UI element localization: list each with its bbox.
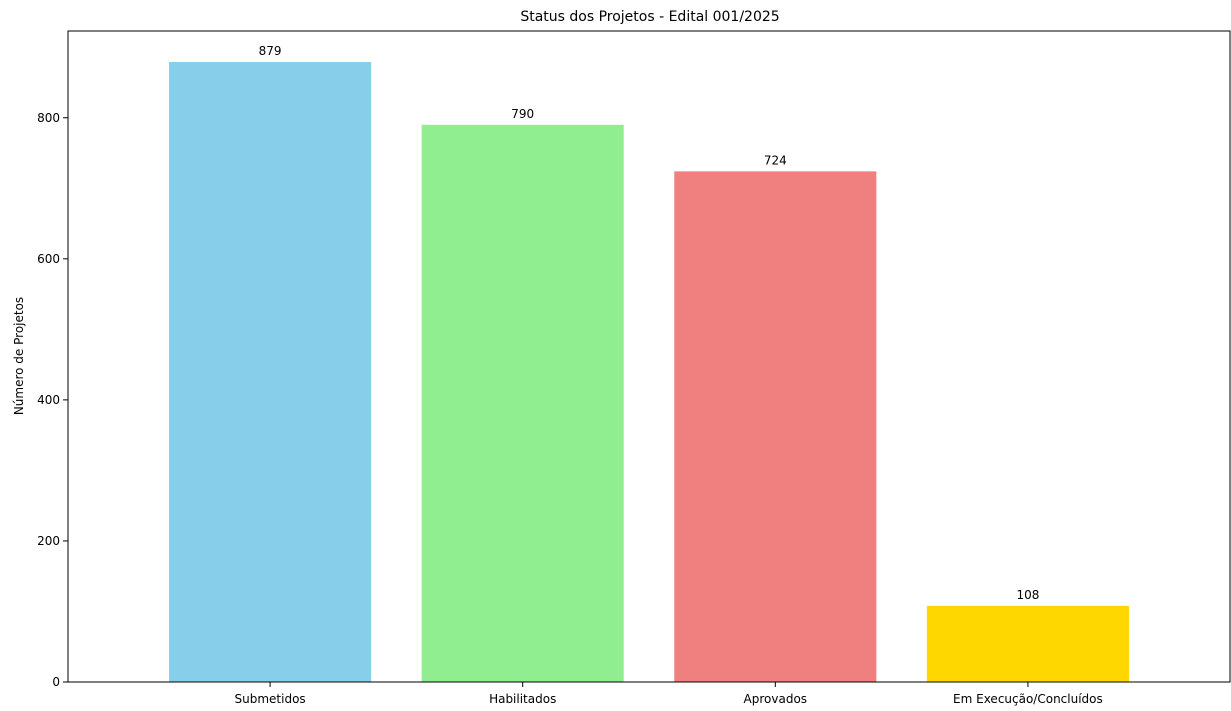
x-tick-label: Submetidos [235,692,306,706]
bar [169,62,372,683]
bar [926,605,1129,682]
plot-frame [67,30,1231,683]
x-tick-label: Em Execução/Concluídos [953,692,1103,706]
y-tick-label: 200 [37,534,60,548]
bar [421,124,624,682]
y-tick-label: 0 [52,675,60,689]
plot-area: 0 200 400 600 800 Submetidos 879 Habilitados 790… [37,44,1129,706]
bar [674,171,877,682]
y-tick-label: 400 [37,393,60,407]
y-axis-label: Número de Projetos [12,297,26,415]
bar-value-label: 724 [764,153,787,167]
x-tick-label: Aprovados [744,692,808,706]
bar-value-label: 108 [1016,588,1039,602]
y-tick-label: 600 [37,252,60,266]
x-tick-label: Habilitados [489,692,556,706]
bar-value-label: 879 [259,44,282,58]
y-tick-label: 800 [37,111,60,125]
bar-value-label: 790 [511,107,534,121]
chart-title: Status dos Projetos - Edital 001/2025 [520,9,779,25]
